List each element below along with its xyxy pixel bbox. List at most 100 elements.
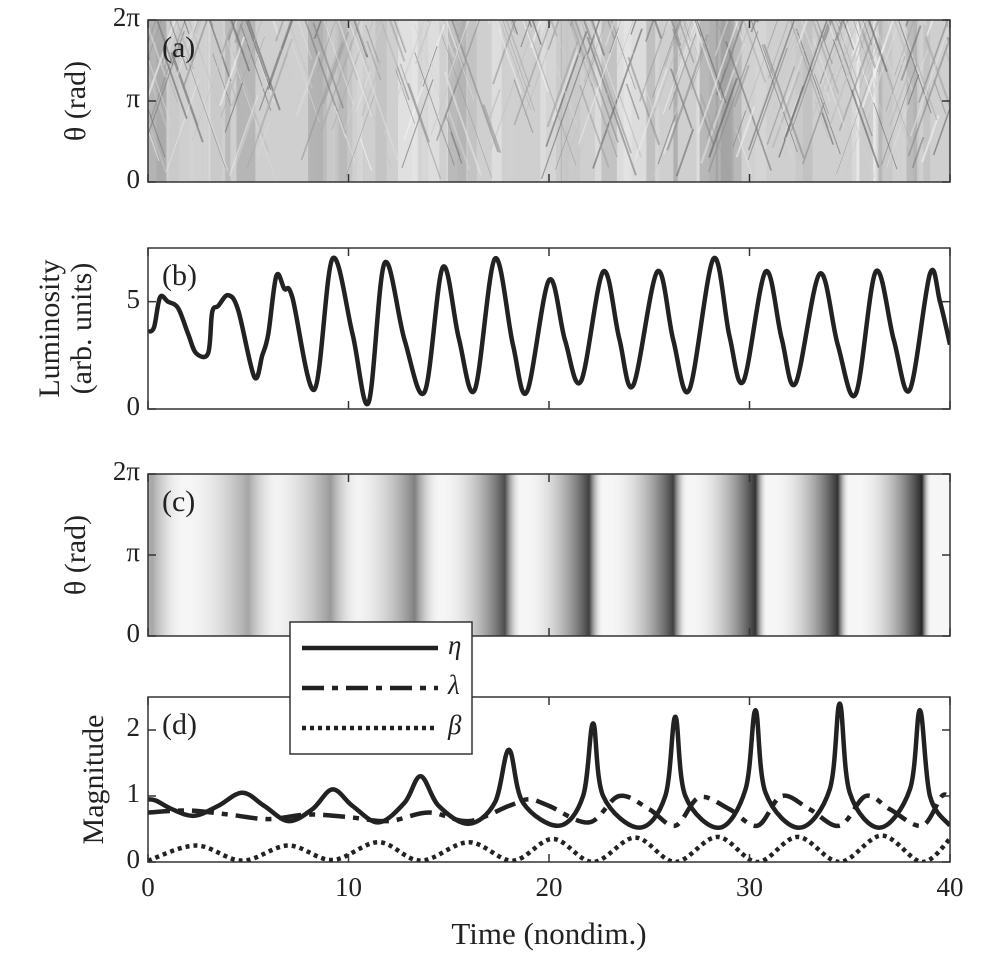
image-texture: [354, 20, 368, 54]
image-texture: [898, 20, 924, 87]
image-texture: [450, 132, 463, 164]
image-texture: [523, 20, 534, 45]
image-texture: [851, 20, 866, 56]
image-texture: [148, 20, 176, 100]
image-texture: [972, 102, 993, 163]
y-axis-label: (arb. units): [65, 263, 98, 395]
image-texture: [670, 20, 682, 47]
image-texture: [414, 52, 455, 166]
image-texture: [714, 20, 729, 56]
image-texture: [540, 20, 547, 182]
image-texture: [394, 20, 408, 53]
image-texture: [233, 37, 258, 106]
image-texture: [219, 36, 246, 107]
image-texture: [567, 20, 594, 87]
data-line: [148, 255, 950, 407]
image-texture: [976, 0, 1002, 71]
image-texture: [836, 74, 872, 175]
image-texture: [811, 20, 840, 94]
image-texture: [222, 61, 246, 125]
image-texture: [198, 50, 224, 121]
image-texture: [520, 20, 531, 48]
image-texture: [894, 20, 915, 77]
image-texture: [110, 42, 124, 81]
image-texture: [583, 20, 591, 40]
image-texture: [867, 32, 883, 74]
image-texture: [790, 20, 831, 132]
image-texture: [256, 38, 293, 138]
image-texture: [649, 20, 688, 126]
image-texture: [657, 114, 676, 165]
image-texture: [991, 119, 1002, 175]
image-texture: [867, 20, 888, 72]
image-texture: [653, 20, 663, 39]
image-texture: [531, 39, 577, 167]
image-texture: [767, 20, 778, 49]
image-texture: [511, 20, 519, 35]
heatmap-band: [691, 474, 768, 636]
image-texture: [365, 24, 380, 64]
image-texture: [725, 126, 739, 160]
image-texture: [253, 36, 265, 68]
y-axis-label: θ (rad): [59, 61, 92, 141]
image-texture: [826, 20, 853, 90]
image-texture: [844, 20, 875, 104]
image-texture: [675, 128, 695, 177]
image-texture: [953, 35, 970, 83]
image-texture: [744, 63, 778, 158]
image-texture: [148, 128, 160, 162]
image-texture: [685, 20, 719, 113]
image-texture: [224, 82, 244, 133]
image-texture: [583, 20, 632, 154]
image-texture: [163, 53, 188, 120]
image-texture: [372, 20, 374, 21]
image-texture: [492, 20, 517, 85]
image-texture: [570, 141, 586, 182]
image-texture: [634, 68, 668, 161]
image-texture: [678, 20, 693, 57]
image-texture: [125, 123, 137, 156]
y-axis-label: θ (rad): [59, 515, 92, 595]
image-texture: [578, 20, 623, 145]
image-texture: [427, 20, 430, 23]
image-texture: [565, 20, 590, 83]
image-texture: [761, 44, 774, 77]
image-texture: [990, 27, 1002, 69]
image-texture: [555, 54, 596, 170]
image-texture: [670, 68, 693, 129]
heatmap-band: [773, 474, 850, 636]
y-tick-label: 2: [127, 712, 141, 742]
image-texture: [586, 20, 601, 55]
image-texture: [604, 20, 616, 47]
image-texture: [780, 20, 803, 80]
image-texture: [803, 20, 813, 182]
panel: 0 π 2π θ (rad) (c): [59, 456, 951, 648]
image-texture: [673, 20, 683, 40]
image-texture: [652, 20, 680, 98]
image-texture: [317, 20, 337, 72]
image-texture: [497, 27, 523, 95]
image-texture: [447, 20, 470, 79]
image-texture: [148, 20, 178, 103]
image-texture: [505, 20, 531, 88]
data-line: [148, 701, 950, 830]
image-texture: [763, 44, 805, 159]
image-texture: [300, 40, 344, 161]
image-texture: [627, 56, 661, 146]
heatmap-band: [524, 474, 604, 636]
image-texture: [948, 113, 950, 118]
image-texture: [954, 0, 1002, 146]
image-texture: [932, 105, 950, 156]
image-texture: [981, 24, 992, 55]
image-texture: [861, 20, 895, 108]
image-texture: [562, 123, 581, 169]
image-texture: [834, 20, 840, 34]
image-texture: [692, 20, 723, 101]
image-texture: [609, 20, 623, 54]
plot-area: [148, 474, 950, 636]
image-texture: [857, 20, 876, 69]
image-texture: [366, 40, 382, 81]
image-texture: [187, 20, 227, 125]
image-texture: [413, 20, 425, 182]
image-texture: [589, 20, 630, 132]
